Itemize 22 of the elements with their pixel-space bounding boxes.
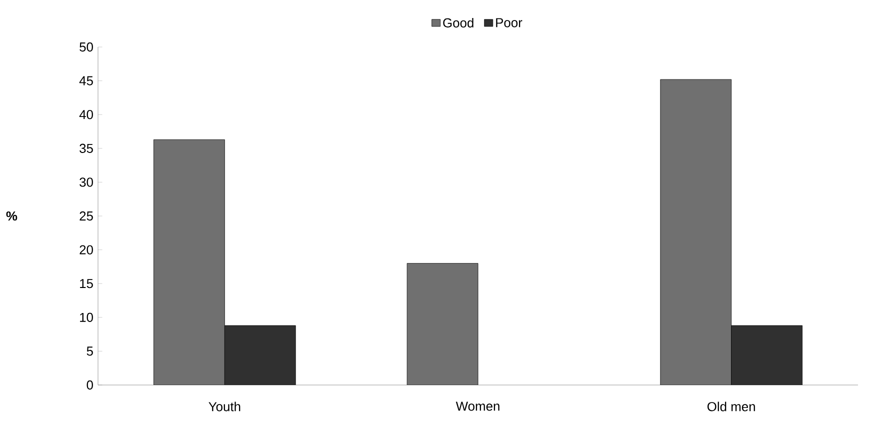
x-tick-label: Women [456, 402, 500, 411]
y-tick-label: 10 [80, 312, 93, 322]
y-tick-label: 30 [80, 178, 93, 187]
y-tick-label: 25 [80, 211, 93, 221]
y-tick-label: 50 [80, 42, 93, 52]
y-tick-label: 5 [86, 346, 93, 356]
y-tick-label: 40 [79, 110, 93, 120]
y-axis-title: % [6, 211, 18, 221]
y-tick-label: 20 [80, 245, 93, 254]
x-tick-label: Old men [707, 402, 755, 412]
y-tick-label: 45 [79, 76, 93, 86]
bar [660, 79, 732, 385]
bar [154, 139, 225, 385]
bar [224, 325, 296, 385]
y-tick-label: 15 [80, 279, 93, 288]
legend-label: Good [443, 18, 474, 28]
bar [406, 263, 478, 385]
legend-label: Poor [496, 18, 522, 28]
bar [731, 325, 802, 385]
y-tick-label: 0 [86, 380, 93, 390]
x-tick-label: Youth [208, 402, 240, 412]
y-tick-label: 35 [80, 144, 93, 153]
